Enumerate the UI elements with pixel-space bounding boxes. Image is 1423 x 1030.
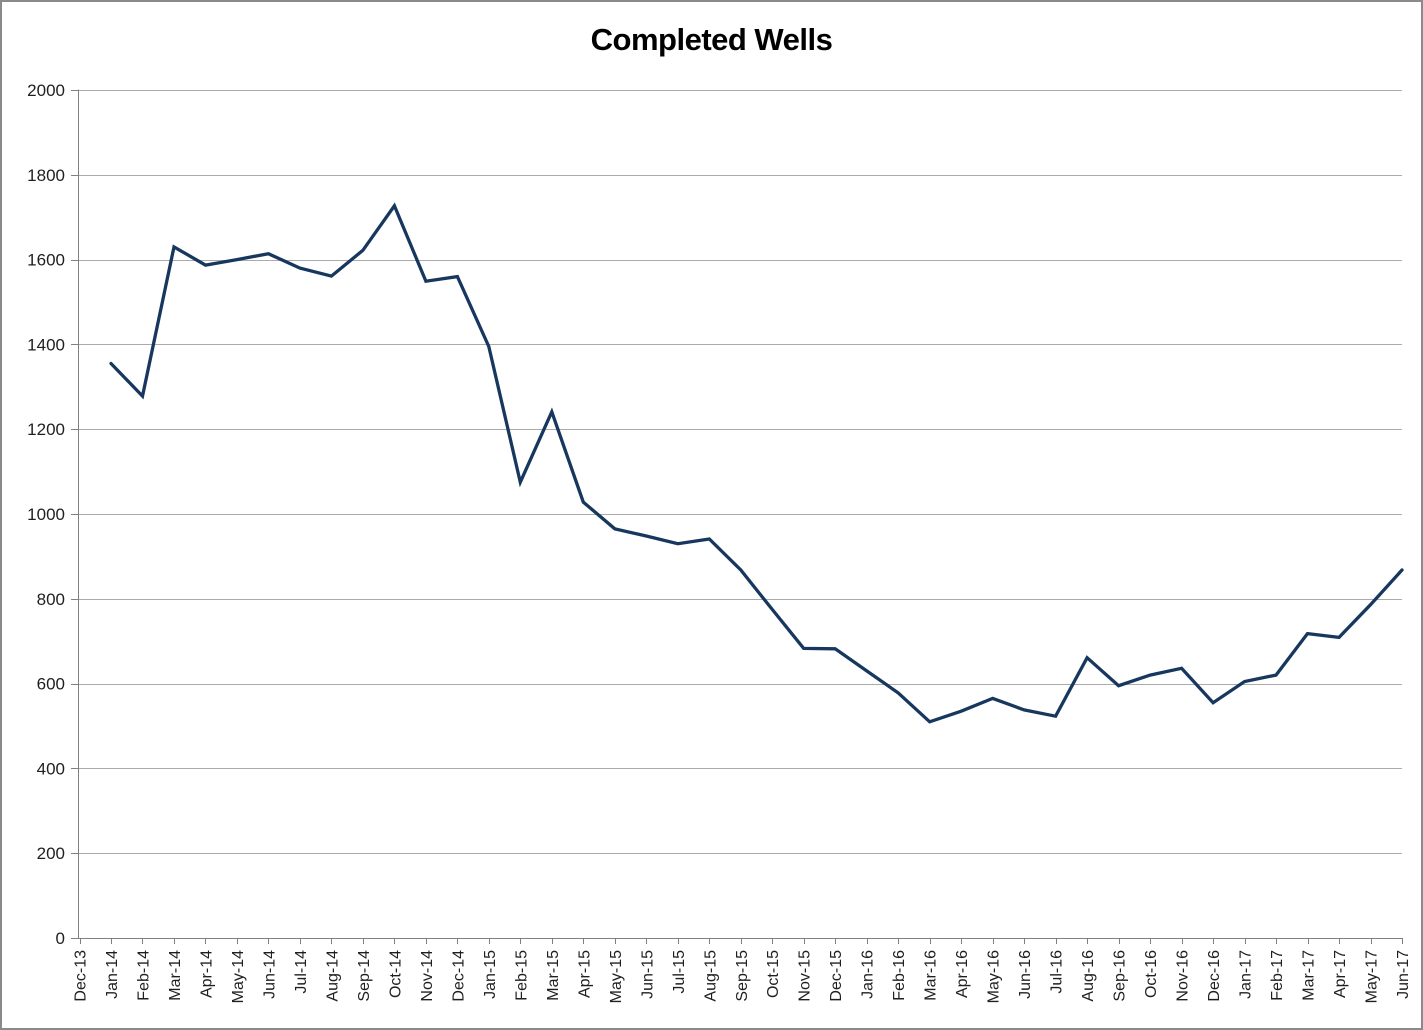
axes-group bbox=[71, 89, 1403, 944]
x-tick-label: Aug-14 bbox=[324, 950, 341, 1002]
x-tick-label: Apr-16 bbox=[954, 950, 971, 998]
series-line-completed-wells bbox=[109, 202, 1404, 724]
x-tick-label: Apr-15 bbox=[576, 950, 593, 998]
y-tick-label: 2000 bbox=[27, 81, 65, 100]
x-tick-label: Aug-15 bbox=[702, 950, 719, 1002]
x-tick-label: Sep-15 bbox=[734, 950, 751, 1002]
x-tick-label: Jul-16 bbox=[1049, 950, 1066, 994]
y-tick-label: 1400 bbox=[27, 335, 65, 354]
chart-title: Completed Wells bbox=[590, 22, 833, 57]
x-tick-label: Nov-15 bbox=[797, 950, 814, 1002]
y-tick-label: 0 bbox=[56, 929, 65, 948]
x-tick-label: Jun-14 bbox=[261, 950, 278, 999]
x-tick-label: May-15 bbox=[608, 950, 625, 1003]
x-tick-label: Jan-14 bbox=[104, 950, 121, 999]
x-tick-label: Dec-13 bbox=[73, 950, 90, 1002]
y-tick-label: 800 bbox=[37, 590, 65, 609]
x-tick-label: Feb-15 bbox=[513, 950, 530, 1001]
y-tick-label: 400 bbox=[37, 759, 65, 778]
x-tick-label: Jun-16 bbox=[1017, 950, 1034, 999]
y-tick-label: 1000 bbox=[27, 505, 65, 524]
y-axis-labels: 0 200 400 600 800 1000 1200 1400 1600 1800 2000 bbox=[27, 81, 65, 948]
x-tick-label: Mar-14 bbox=[167, 950, 184, 1001]
x-tick-label: Sep-14 bbox=[356, 950, 373, 1002]
x-tick-label: Jan-16 bbox=[860, 950, 877, 999]
x-tick-label: Nov-14 bbox=[419, 950, 436, 1002]
y-tick-label: 600 bbox=[37, 675, 65, 694]
x-tick-label: May-17 bbox=[1364, 950, 1381, 1003]
x-tick-label: Dec-16 bbox=[1206, 950, 1223, 1002]
x-tick-label: Oct-15 bbox=[765, 950, 782, 998]
y-tick-label: 200 bbox=[37, 844, 65, 863]
x-tick-label: Jul-14 bbox=[293, 950, 310, 994]
x-tick-label: May-14 bbox=[230, 950, 247, 1003]
x-tick-label: Apr-14 bbox=[198, 950, 215, 998]
x-tick-label: Dec-14 bbox=[450, 950, 467, 1002]
x-tick-label: May-16 bbox=[986, 950, 1003, 1003]
y-tick-label: 1200 bbox=[27, 420, 65, 439]
x-tick-label: Aug-16 bbox=[1080, 950, 1097, 1002]
x-tick-label: Oct-16 bbox=[1143, 950, 1160, 998]
x-tick-label: Mar-16 bbox=[923, 950, 940, 1001]
x-tick-label: Jun-15 bbox=[639, 950, 656, 999]
x-tick-label: Nov-16 bbox=[1175, 950, 1192, 1002]
x-tick-label: Jun-17 bbox=[1395, 950, 1412, 999]
x-tick-label: Dec-15 bbox=[828, 950, 845, 1002]
x-tick-label: Feb-17 bbox=[1269, 950, 1286, 1001]
x-tick-label: Feb-14 bbox=[135, 950, 152, 1001]
x-tick-label: Mar-15 bbox=[545, 950, 562, 1001]
x-tick-label: Mar-17 bbox=[1301, 950, 1318, 1001]
y-tick-label: 1600 bbox=[27, 251, 65, 270]
x-tick-label: Jul-15 bbox=[671, 950, 688, 994]
x-tick-label: Jan-17 bbox=[1238, 950, 1255, 999]
x-axis-labels: Dec-13 Jan-14 Feb-14 Mar-14 Apr-14 May-14 Jun-… bbox=[73, 950, 1413, 1003]
x-tick-label: Feb-16 bbox=[891, 950, 908, 1001]
x-tick-label: Oct-14 bbox=[387, 950, 404, 998]
x-tick-label: Jan-15 bbox=[482, 950, 499, 999]
gridlines-group bbox=[78, 90, 1402, 854]
x-tick-label: Apr-17 bbox=[1332, 950, 1349, 998]
x-tick-label: Sep-16 bbox=[1112, 950, 1129, 1002]
y-tick-label: 1800 bbox=[27, 166, 65, 185]
